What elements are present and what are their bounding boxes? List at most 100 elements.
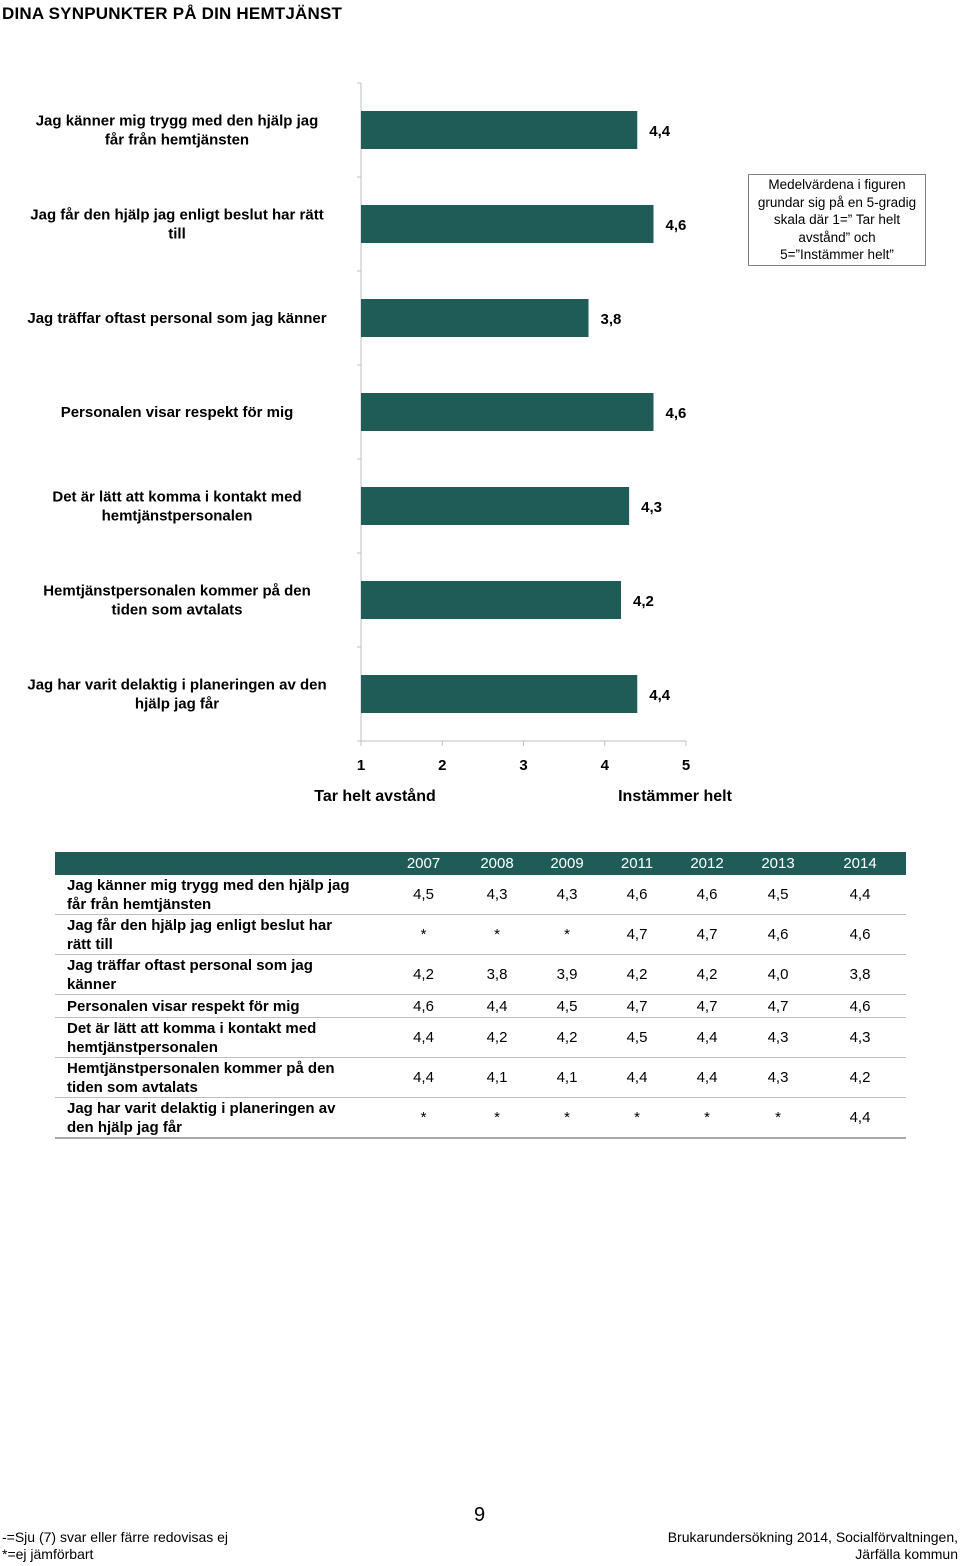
yearly-comparison-table: 2007 2008 2009 2011 2012 2013 2014 Jag k…	[55, 852, 906, 1139]
row-question: Jag får den hjälp jag enligt beslut har …	[55, 914, 385, 955]
table-header-blank	[55, 852, 385, 875]
row-question: Personalen visar respekt för mig	[55, 994, 385, 1018]
table-cell: 4,4	[814, 1097, 906, 1139]
x-low-label: Tar helt avstånd	[314, 787, 436, 805]
category-label: Jag har varit delaktig i planeringen av …	[27, 677, 326, 713]
table-cell: *	[672, 1097, 742, 1139]
table-cell: 4,4	[672, 1017, 742, 1058]
table-cell: *	[462, 1097, 532, 1139]
table-cell: *	[602, 1097, 672, 1139]
table-cell: 4,5	[385, 875, 462, 915]
category-label: Jag känner mig trygg med den hjälp jag få…	[36, 113, 319, 149]
year-header: 2007	[385, 852, 462, 875]
category-label: Jag får den hjälp jag enligt beslut har …	[30, 207, 323, 243]
table-cell: 4,7	[602, 914, 672, 955]
table-cell: 4,6	[742, 914, 814, 955]
table-cell: *	[385, 1097, 462, 1139]
table-row: Hemtjänstpersonalen kommer på den tiden …	[55, 1057, 906, 1098]
table-cell: 4,3	[814, 1017, 906, 1058]
table-cell: 3,9	[532, 954, 602, 995]
bar-value-label: 4,6	[666, 217, 687, 234]
table-cell: 4,4	[672, 1057, 742, 1098]
bar-value-label: 4,3	[641, 499, 662, 516]
table-cell: 4,6	[602, 875, 672, 915]
table-header-row: 2007 2008 2009 2011 2012 2013 2014	[55, 852, 906, 875]
year-header: 2011	[602, 852, 672, 875]
category-label: Det är lätt att komma i kontakt med hemtj…	[52, 489, 301, 525]
chart-annotation: Medelvärdena i figuren grundar sig på en…	[748, 174, 926, 266]
bar	[361, 675, 638, 713]
table-cell: 4,3	[742, 1057, 814, 1098]
table-cell: 4,6	[385, 994, 462, 1018]
x-tick-label: 5	[682, 757, 690, 774]
table-cell: *	[532, 1097, 602, 1139]
category-label: Personalen visar respekt för mig	[61, 404, 294, 421]
table-cell: 4,2	[602, 954, 672, 995]
table-cell: *	[742, 1097, 814, 1139]
table-cell: 4,2	[814, 1057, 906, 1098]
table-cell: 4,1	[462, 1057, 532, 1098]
year-header: 2012	[672, 852, 742, 875]
table-cell: 4,3	[532, 875, 602, 915]
table-row: Det är lätt att komma i kontakt med hemt…	[55, 1017, 906, 1058]
table-cell: 4,5	[602, 1017, 672, 1058]
table-cell: 4,7	[602, 994, 672, 1018]
bar-value-label: 4,2	[633, 593, 654, 610]
row-question: Det är lätt att komma i kontakt med hemt…	[55, 1017, 385, 1058]
table-cell: 4,4	[602, 1057, 672, 1098]
table-cell: *	[532, 914, 602, 955]
x-tick-label: 4	[601, 757, 610, 774]
x-high-label: Instämmer helt	[618, 788, 732, 805]
table-cell: 4,7	[742, 994, 814, 1018]
table-cell: 4,0	[742, 954, 814, 995]
page-title: DINA SYNPUNKTER PÅ DIN HEMTJÄNST	[2, 4, 343, 23]
bar	[361, 487, 630, 525]
bar-value-label: 4,4	[649, 687, 671, 704]
table-cell: 4,4	[385, 1057, 462, 1098]
row-question: Hemtjänstpersonalen kommer på den tiden …	[55, 1057, 385, 1098]
table-row: Jag får den hjälp jag enligt beslut har …	[55, 914, 906, 955]
table-cell: 4,5	[532, 994, 602, 1018]
table-cell: 4,1	[532, 1057, 602, 1098]
table-cell: 4,4	[814, 875, 906, 915]
year-header: 2008	[462, 852, 532, 875]
bar	[361, 299, 589, 337]
year-header: 2013	[742, 852, 814, 875]
table-cell: 4,4	[385, 1017, 462, 1058]
year-header: 2009	[532, 852, 602, 875]
table-cell: 4,4	[462, 994, 532, 1018]
bar-chart: 1 2 3 4 5 Tar helt avstånd Instämmer helt 4,4 Ja…	[27, 82, 733, 805]
table-cell: 3,8	[814, 954, 906, 995]
footnote-right: Brukarundersökning 2014, Socialförvaltni…	[667, 1529, 958, 1562]
x-tick-label: 2	[438, 757, 446, 774]
page-number: 9	[474, 1504, 486, 1526]
x-tick-label: 1	[357, 757, 365, 774]
row-question: Jag träffar oftast personal som jag känn…	[55, 954, 385, 995]
year-header: 2014	[814, 852, 906, 875]
bar-value-label: 4,4	[649, 123, 671, 140]
table-cell: 4,2	[532, 1017, 602, 1058]
table-row: Jag känner mig trygg med den hjälp jag f…	[55, 875, 906, 915]
table-cell: 3,8	[462, 954, 532, 995]
table-row: Jag har varit delaktig i planeringen av …	[55, 1097, 906, 1139]
table-cell: 4,2	[385, 954, 462, 995]
x-tick-label: 3	[519, 757, 527, 774]
bar	[361, 581, 621, 619]
footnote-left: -=Sju (7) svar eller färre redovisas ej …	[2, 1529, 229, 1562]
bar-value-label: 3,8	[601, 311, 622, 328]
category-label: Jag träffar oftast personal som jag känn…	[27, 310, 326, 327]
bar	[361, 205, 654, 243]
row-question: Jag känner mig trygg med den hjälp jag f…	[55, 875, 385, 915]
table-cell: 4,7	[672, 994, 742, 1018]
table-cell: *	[462, 914, 532, 955]
bar-value-label: 4,6	[666, 405, 687, 422]
table-cell: 4,2	[462, 1017, 532, 1058]
table-cell: 4,5	[742, 875, 814, 915]
table-cell: 4,2	[672, 954, 742, 995]
table-row: Jag träffar oftast personal som jag känn…	[55, 954, 906, 995]
table-cell: 4,3	[742, 1017, 814, 1058]
row-question: Jag har varit delaktig i planeringen av …	[55, 1097, 385, 1139]
table-cell: 4,3	[462, 875, 532, 915]
table-cell: *	[385, 914, 462, 955]
table-row: Personalen visar respekt för mig 4,6 4,4 4,…	[55, 994, 906, 1018]
